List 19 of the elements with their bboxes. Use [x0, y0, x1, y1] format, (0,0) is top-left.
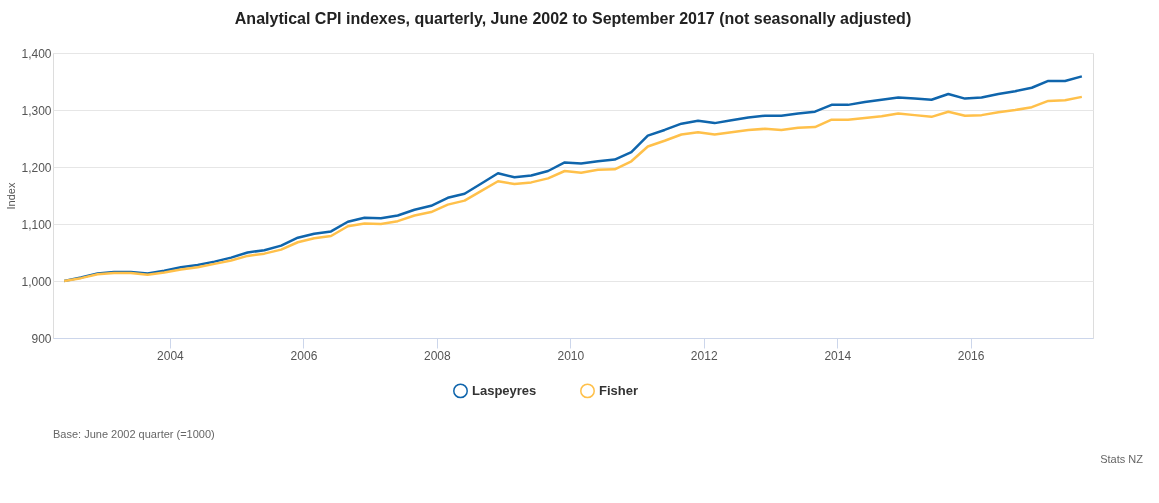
text: Base: June 2002 quarter (=1000): [53, 427, 215, 440]
x-tick-label: 2010: [557, 348, 585, 363]
y-tick-label: 1,100: [21, 217, 52, 232]
x-tick-label: 2014: [824, 348, 852, 363]
legend-label: Laspeyres: [472, 382, 537, 398]
y-tick-label: 1,300: [21, 103, 52, 118]
x-tick-label: 2008: [423, 348, 451, 363]
y-tick-label: 900: [31, 331, 52, 346]
x-tick-label: 2012: [690, 348, 718, 363]
y-tick-label: 1,000: [21, 274, 52, 289]
x-tick-label: 2016: [957, 348, 985, 363]
y-tick-label: 1,200: [21, 160, 52, 175]
legend-label: Fisher: [599, 382, 639, 398]
x-tick-label: 2006: [290, 348, 318, 363]
y-axis-title: Index: [5, 182, 18, 210]
text: Stats NZ: [1100, 452, 1144, 465]
chart-title: Analytical CPI indexes, quarterly, June 2002 to September 2017 (not seasonally adjusted): [234, 10, 912, 27]
x-tick-label: 2004: [157, 348, 185, 363]
y-tick-label: 1,400: [21, 46, 52, 61]
